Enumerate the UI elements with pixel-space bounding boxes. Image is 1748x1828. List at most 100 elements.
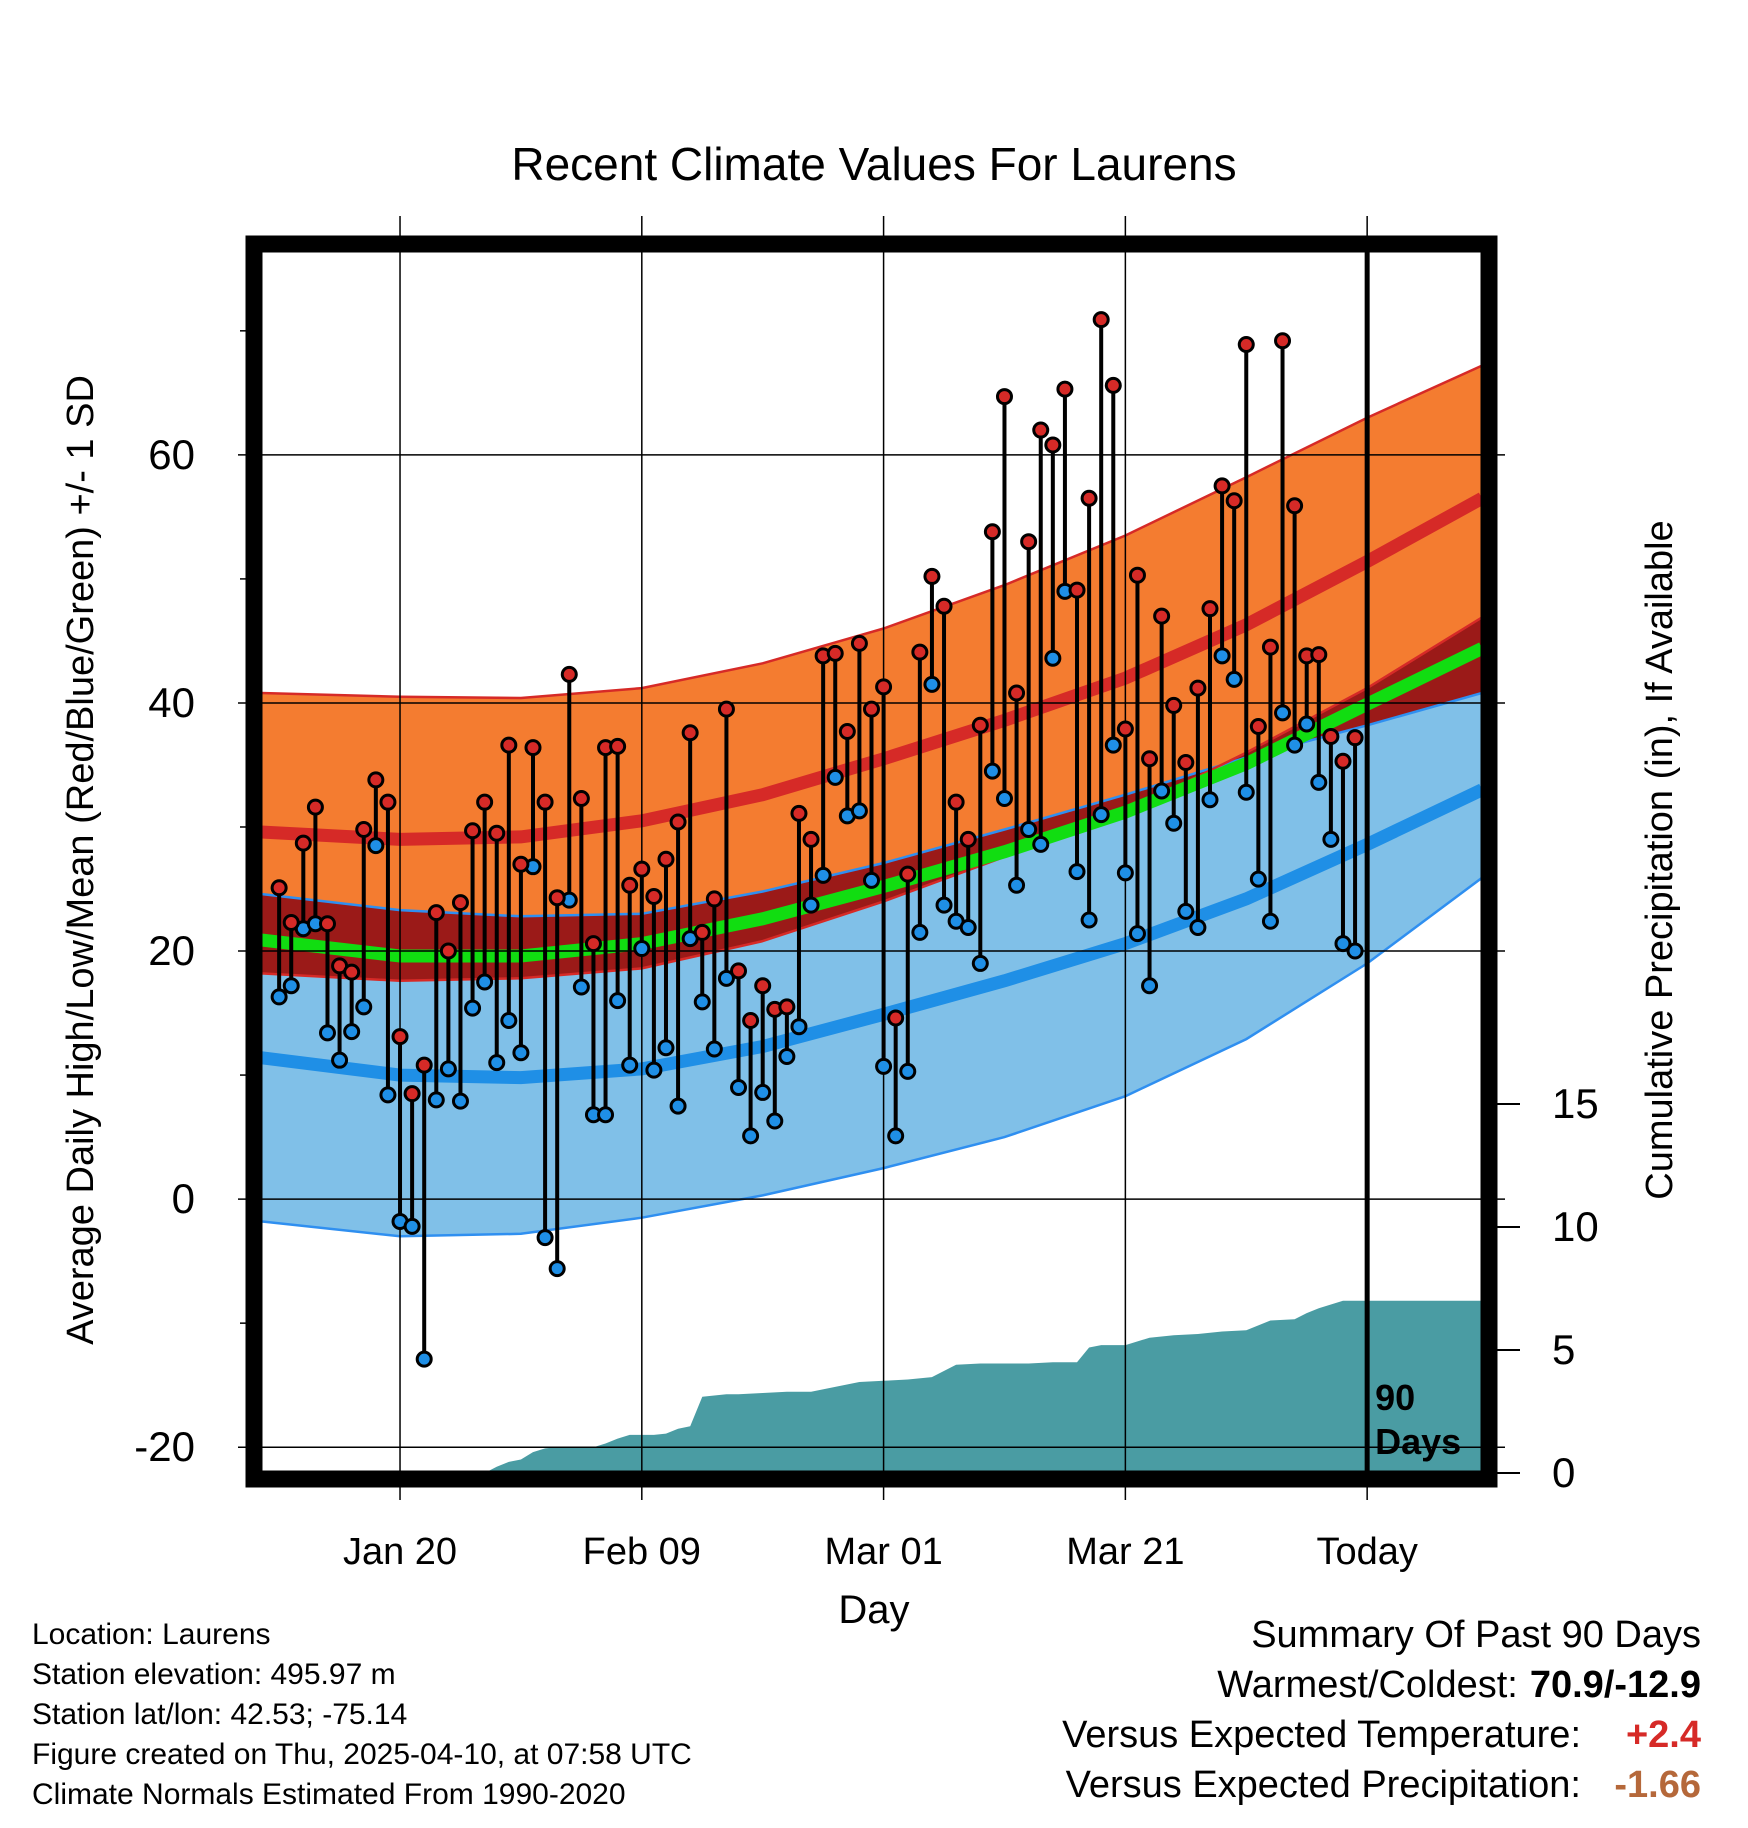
y-tick-label: -20 bbox=[134, 1423, 195, 1470]
high-point bbox=[742, 1011, 760, 1029]
low-point bbox=[1008, 876, 1026, 894]
low-point bbox=[476, 973, 494, 991]
high-point bbox=[439, 942, 457, 960]
y2-tick-label: 10 bbox=[1552, 1203, 1599, 1250]
low-point bbox=[959, 918, 977, 936]
low-point bbox=[814, 866, 832, 884]
high-point bbox=[512, 855, 530, 873]
high-point bbox=[282, 914, 300, 932]
low-point bbox=[923, 675, 941, 693]
high-point bbox=[403, 1085, 421, 1103]
high-point bbox=[1334, 752, 1352, 770]
warm-cold-label: Warmest/Coldest: bbox=[1217, 1664, 1518, 1706]
x-tick-label: Today bbox=[1316, 1531, 1417, 1573]
high-point bbox=[669, 813, 687, 831]
high-point bbox=[379, 793, 397, 811]
low-point bbox=[488, 1054, 506, 1072]
x-tick-label: Jan 20 bbox=[343, 1531, 457, 1573]
precip-label: Versus Expected Precipitation: bbox=[1065, 1764, 1581, 1806]
high-point bbox=[1044, 436, 1062, 454]
temp-label: Versus Expected Temperature: bbox=[1062, 1714, 1581, 1756]
latlon-text: Station lat/lon: 42.53; -75.14 bbox=[32, 1698, 408, 1731]
low-point bbox=[572, 978, 590, 996]
summary-precip: Versus Expected Precipitation: -1.66 bbox=[1062, 1760, 1701, 1810]
plot-area bbox=[261, 364, 1482, 1472]
low-point bbox=[887, 1127, 905, 1145]
low-point bbox=[790, 1018, 808, 1036]
low-point bbox=[633, 940, 651, 958]
low-point bbox=[500, 1011, 518, 1029]
high-point bbox=[681, 724, 699, 742]
low-point bbox=[705, 1040, 723, 1058]
high-point bbox=[657, 850, 675, 868]
low-point bbox=[1334, 935, 1352, 953]
today-marker-label-days: Days bbox=[1375, 1421, 1461, 1462]
low-point bbox=[367, 837, 385, 855]
high-point bbox=[899, 865, 917, 883]
high-point bbox=[343, 963, 361, 981]
low-point bbox=[1092, 806, 1110, 824]
elevation-text: Station elevation: 495.97 m bbox=[32, 1658, 396, 1691]
high-point bbox=[270, 879, 288, 897]
low-point bbox=[270, 988, 288, 1006]
low-point bbox=[1213, 647, 1231, 665]
summary-panel: Summary Of Past 90 Days Warmest/Coldest:… bbox=[1062, 1610, 1701, 1810]
x-tick-label: Mar 21 bbox=[1066, 1531, 1184, 1573]
low-point bbox=[995, 789, 1013, 807]
y2-tick-label: 15 bbox=[1552, 1080, 1599, 1127]
low-point bbox=[331, 1051, 349, 1069]
high-point bbox=[911, 643, 929, 661]
high-point bbox=[1225, 492, 1243, 510]
low-point bbox=[1201, 791, 1219, 809]
high-point bbox=[875, 678, 893, 696]
plot-frame bbox=[245, 235, 1498, 1488]
low-point bbox=[1274, 704, 1292, 722]
low-point bbox=[1189, 918, 1207, 936]
summary-warm-cold: Warmest/Coldest: 70.9/-12.9 bbox=[1062, 1660, 1701, 1710]
temp-value: +2.4 bbox=[1625, 1714, 1701, 1756]
high-point bbox=[1116, 720, 1134, 738]
low-point bbox=[717, 969, 735, 987]
low-point bbox=[983, 762, 1001, 780]
high-point bbox=[1104, 376, 1122, 394]
low-point bbox=[754, 1083, 772, 1101]
y-tick-label: 0 bbox=[172, 1175, 195, 1222]
low-point bbox=[1249, 870, 1267, 888]
low-point bbox=[1104, 736, 1122, 754]
low-point bbox=[415, 1350, 433, 1368]
low-point bbox=[512, 1044, 530, 1062]
low-point bbox=[1141, 977, 1159, 995]
high-point bbox=[1201, 600, 1219, 618]
low-point bbox=[899, 1062, 917, 1080]
high-point bbox=[1056, 380, 1074, 398]
high-point bbox=[584, 935, 602, 953]
high-point bbox=[935, 597, 953, 615]
high-point bbox=[318, 915, 336, 933]
low-point bbox=[1128, 925, 1146, 943]
low-point bbox=[1261, 912, 1279, 930]
high-point bbox=[778, 998, 796, 1016]
low-point bbox=[766, 1112, 784, 1130]
low-point bbox=[1080, 911, 1098, 929]
low-point bbox=[1032, 835, 1050, 853]
y2-axis-label: Cumulative Precipitation (in), If Availa… bbox=[1639, 520, 1681, 1199]
high-point bbox=[415, 1056, 433, 1074]
high-point bbox=[633, 860, 651, 878]
high-point bbox=[826, 644, 844, 662]
low-point bbox=[850, 802, 868, 820]
low-point bbox=[536, 1229, 554, 1247]
low-point bbox=[1165, 814, 1183, 832]
low-point bbox=[742, 1127, 760, 1145]
low-point bbox=[1310, 773, 1328, 791]
low-point bbox=[802, 896, 820, 914]
high-point bbox=[850, 634, 868, 652]
low-point bbox=[427, 1091, 445, 1109]
low-point bbox=[645, 1061, 663, 1079]
low-point bbox=[1237, 783, 1255, 801]
low-point bbox=[971, 954, 989, 972]
high-point bbox=[1286, 497, 1304, 515]
low-point bbox=[875, 1057, 893, 1075]
low-point bbox=[1116, 864, 1134, 882]
high-point bbox=[367, 771, 385, 789]
